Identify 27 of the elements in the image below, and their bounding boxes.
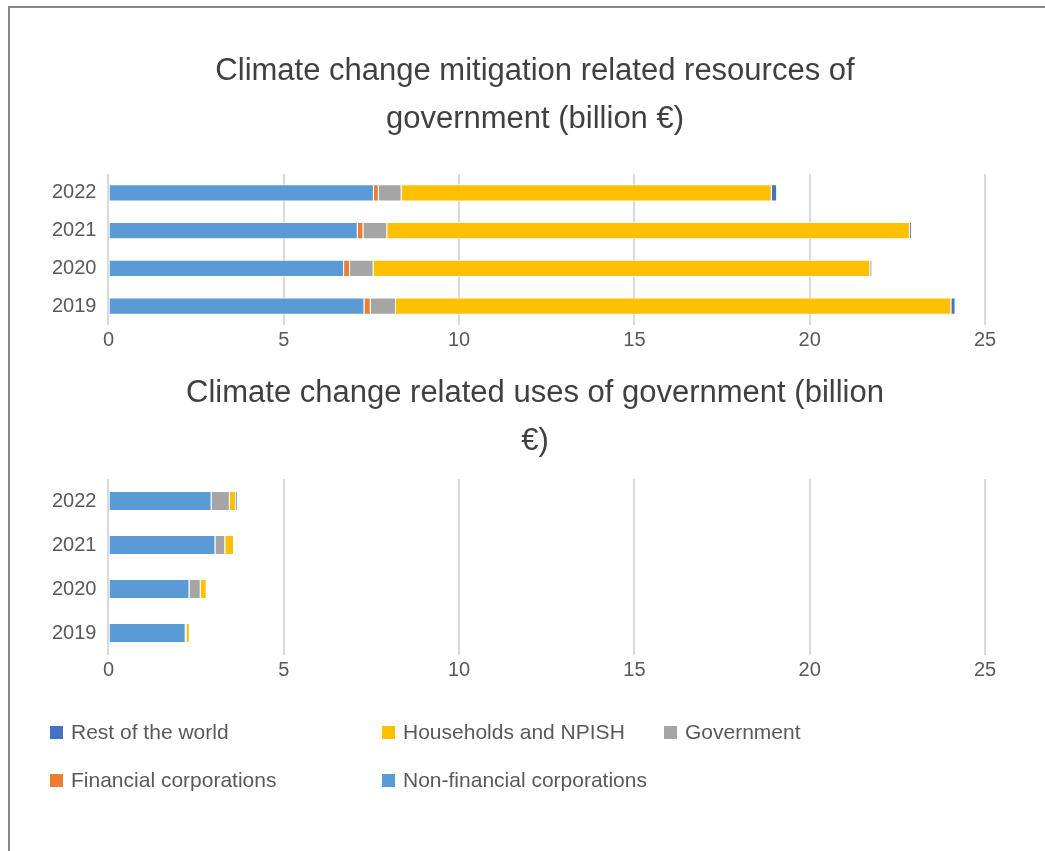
legend-label: Financial corporations (71, 768, 277, 792)
chart-title: Climate change related uses of government (billion €) (185, 373, 885, 459)
x-tick-label: 20 (798, 327, 821, 350)
x-tick-label: 15 (623, 657, 646, 680)
x-tick-label: 10 (447, 327, 471, 350)
x-tick-label: 10 (447, 657, 471, 680)
chart-title: Climate change mitigation related resources of government (billion €) (214, 51, 856, 137)
x-tick-label: 0 (102, 657, 115, 680)
x-tick-label: 25 (973, 657, 997, 680)
x-tick-label: 15 (623, 327, 646, 350)
y-tick-label: 2021 (51, 532, 97, 555)
legend-label: Non-financial corporations (403, 768, 647, 792)
legend-label: Households and NPISH (403, 720, 625, 744)
y-tick-label: 2020 (51, 255, 97, 278)
legend-label: Rest of the world (71, 720, 229, 744)
y-tick-label: 2019 (51, 293, 97, 316)
y-tick-label: 2020 (51, 576, 97, 599)
legend-label: Government (685, 720, 801, 744)
y-tick-label: 2021 (51, 218, 97, 241)
x-tick-label: 0 (102, 327, 115, 350)
y-tick-label: 2019 (51, 620, 97, 643)
x-tick-label: 5 (278, 657, 290, 680)
x-tick-label: 5 (278, 327, 290, 350)
x-tick-label: 25 (973, 327, 997, 350)
y-tick-label: 2022 (51, 180, 97, 203)
y-tick-label: 2022 (51, 488, 97, 511)
x-tick-label: 20 (798, 657, 821, 680)
